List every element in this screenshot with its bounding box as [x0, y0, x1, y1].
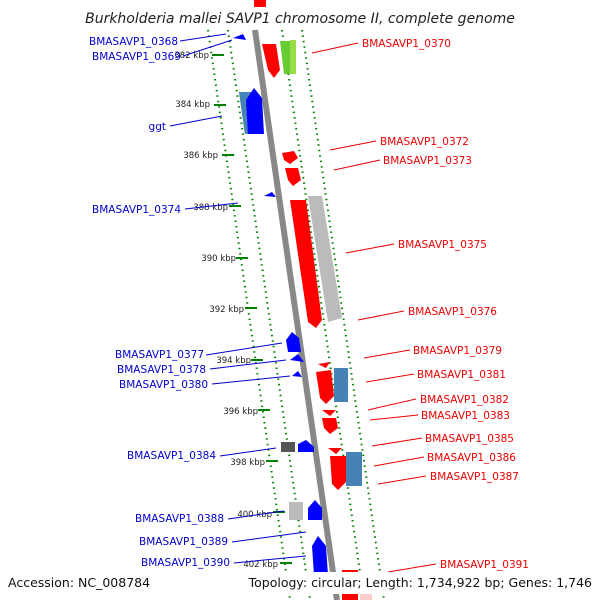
- gene-label: BMASAVP1_0377: [115, 349, 204, 361]
- gene-feature-0370: [262, 44, 280, 78]
- right-label-connectors: [311, 42, 437, 573]
- gene-label: BMASAVP1_0380: [119, 379, 208, 391]
- tick-label: 398 kbp: [230, 458, 265, 468]
- gene-feature-0381b: [334, 368, 348, 402]
- gene-feature-0390: [312, 536, 328, 575]
- outer-left-border: [207, 29, 291, 600]
- gene-label: BMASAVP1_0391: [440, 559, 529, 571]
- tick-label: 382 kbp: [174, 51, 209, 61]
- right-labels: BMASAVP1_0370 BMASAVP1_0372 BMASAVP1_037…: [362, 38, 529, 571]
- gene-feature-0376: [308, 196, 342, 322]
- gene-label: BMASAVP1_0368: [89, 36, 178, 48]
- gene-feature-0384: [298, 440, 314, 452]
- summary-text: Topology: circular; Length: 1,734,922 bp…: [248, 575, 592, 590]
- gene-feature-0368: [233, 34, 246, 40]
- gene-label: BMASAVP1_0383: [421, 410, 510, 422]
- gene-label: BMASAVP1_0386: [427, 452, 516, 464]
- gene-label: BMASAVP1_0387: [430, 471, 519, 483]
- gene-feature-0377: [286, 332, 301, 352]
- inner-right-border: [281, 29, 365, 600]
- gene-feature-0382: [322, 410, 336, 416]
- gene-label: BMASAVP1_0382: [420, 394, 509, 406]
- tick-label: 392 kbp: [209, 305, 244, 315]
- gene-label: BMASAVP1_0388: [135, 513, 224, 525]
- tick-label: 396 kbp: [223, 407, 258, 417]
- gene-label: BMASAVP1_0390: [141, 557, 230, 569]
- kbp-tick-marks: [212, 54, 292, 564]
- outer-right-border: [301, 29, 385, 600]
- footer-background: [0, 572, 600, 594]
- gene-feature-0383: [322, 418, 338, 434]
- gene-label: BMASAVP1_0379: [413, 345, 502, 357]
- gene-label: ggt: [149, 121, 166, 133]
- gene-feature-0374: [264, 192, 276, 197]
- gene-label: BMASAVP1_0373: [383, 155, 472, 167]
- gene-label: BMASAVP1_0385: [425, 433, 514, 445]
- gene-feature-0384a: [281, 442, 295, 452]
- gene-feature-0373: [285, 168, 301, 186]
- reverse-features: [233, 34, 328, 575]
- tick-label: 386 kbp: [183, 151, 218, 161]
- left-labels: BMASAVP1_0368 BMASAVP1_0369 ggt BMASAVP1…: [89, 36, 230, 569]
- gene-feature-0387: [346, 452, 362, 486]
- gene-label: BMASAVP1_0376: [408, 306, 497, 318]
- gene-feature-0375: [290, 200, 322, 328]
- map-title: Burkholderia mallei SAVP1 chromosome II,…: [85, 11, 515, 27]
- gene-feature-0388: [308, 500, 322, 520]
- backbone-line: [252, 29, 340, 600]
- gene-feature-0388a: [289, 502, 303, 520]
- tick-label: 394 kbp: [216, 356, 251, 366]
- gene-label: BMASAVP1_0389: [139, 536, 228, 548]
- gene-feature-ggt: [246, 88, 264, 134]
- tick-label: 388 kbp: [193, 203, 228, 213]
- gene-feature-0379: [318, 362, 330, 368]
- tick-label: 384 kbp: [175, 100, 210, 110]
- left-label-connectors: [169, 33, 307, 564]
- feature-top-partial: [254, 0, 266, 7]
- gene-label: BMASAVP1_0378: [117, 364, 206, 376]
- gene-feature-0386: [330, 456, 346, 490]
- gene-feature-0381: [316, 370, 334, 404]
- gene-feature-0385: [328, 448, 342, 454]
- gene-feature-0370c: [290, 40, 296, 74]
- gene-label: BMASAVP1_0370: [362, 38, 451, 50]
- gene-feature-0378: [290, 354, 304, 362]
- gene-label: BMASAVP1_0384: [127, 450, 216, 462]
- tick-label: 402 kbp: [243, 560, 278, 570]
- accession-text: Accession: NC_008784: [8, 575, 150, 590]
- gene-label: BMASAVP1_0375: [398, 239, 487, 251]
- gene-label: BMASAVP1_0369: [92, 51, 181, 63]
- gene-feature-0372: [282, 151, 298, 164]
- forward-features: [262, 40, 372, 600]
- gene-label: BMASAVP1_0374: [92, 204, 181, 216]
- gene-label: BMASAVP1_0381: [417, 369, 506, 381]
- tick-label: 390 kbp: [201, 254, 236, 264]
- gene-feature-0380: [292, 371, 302, 377]
- gene-label: BMASAVP1_0372: [380, 136, 469, 148]
